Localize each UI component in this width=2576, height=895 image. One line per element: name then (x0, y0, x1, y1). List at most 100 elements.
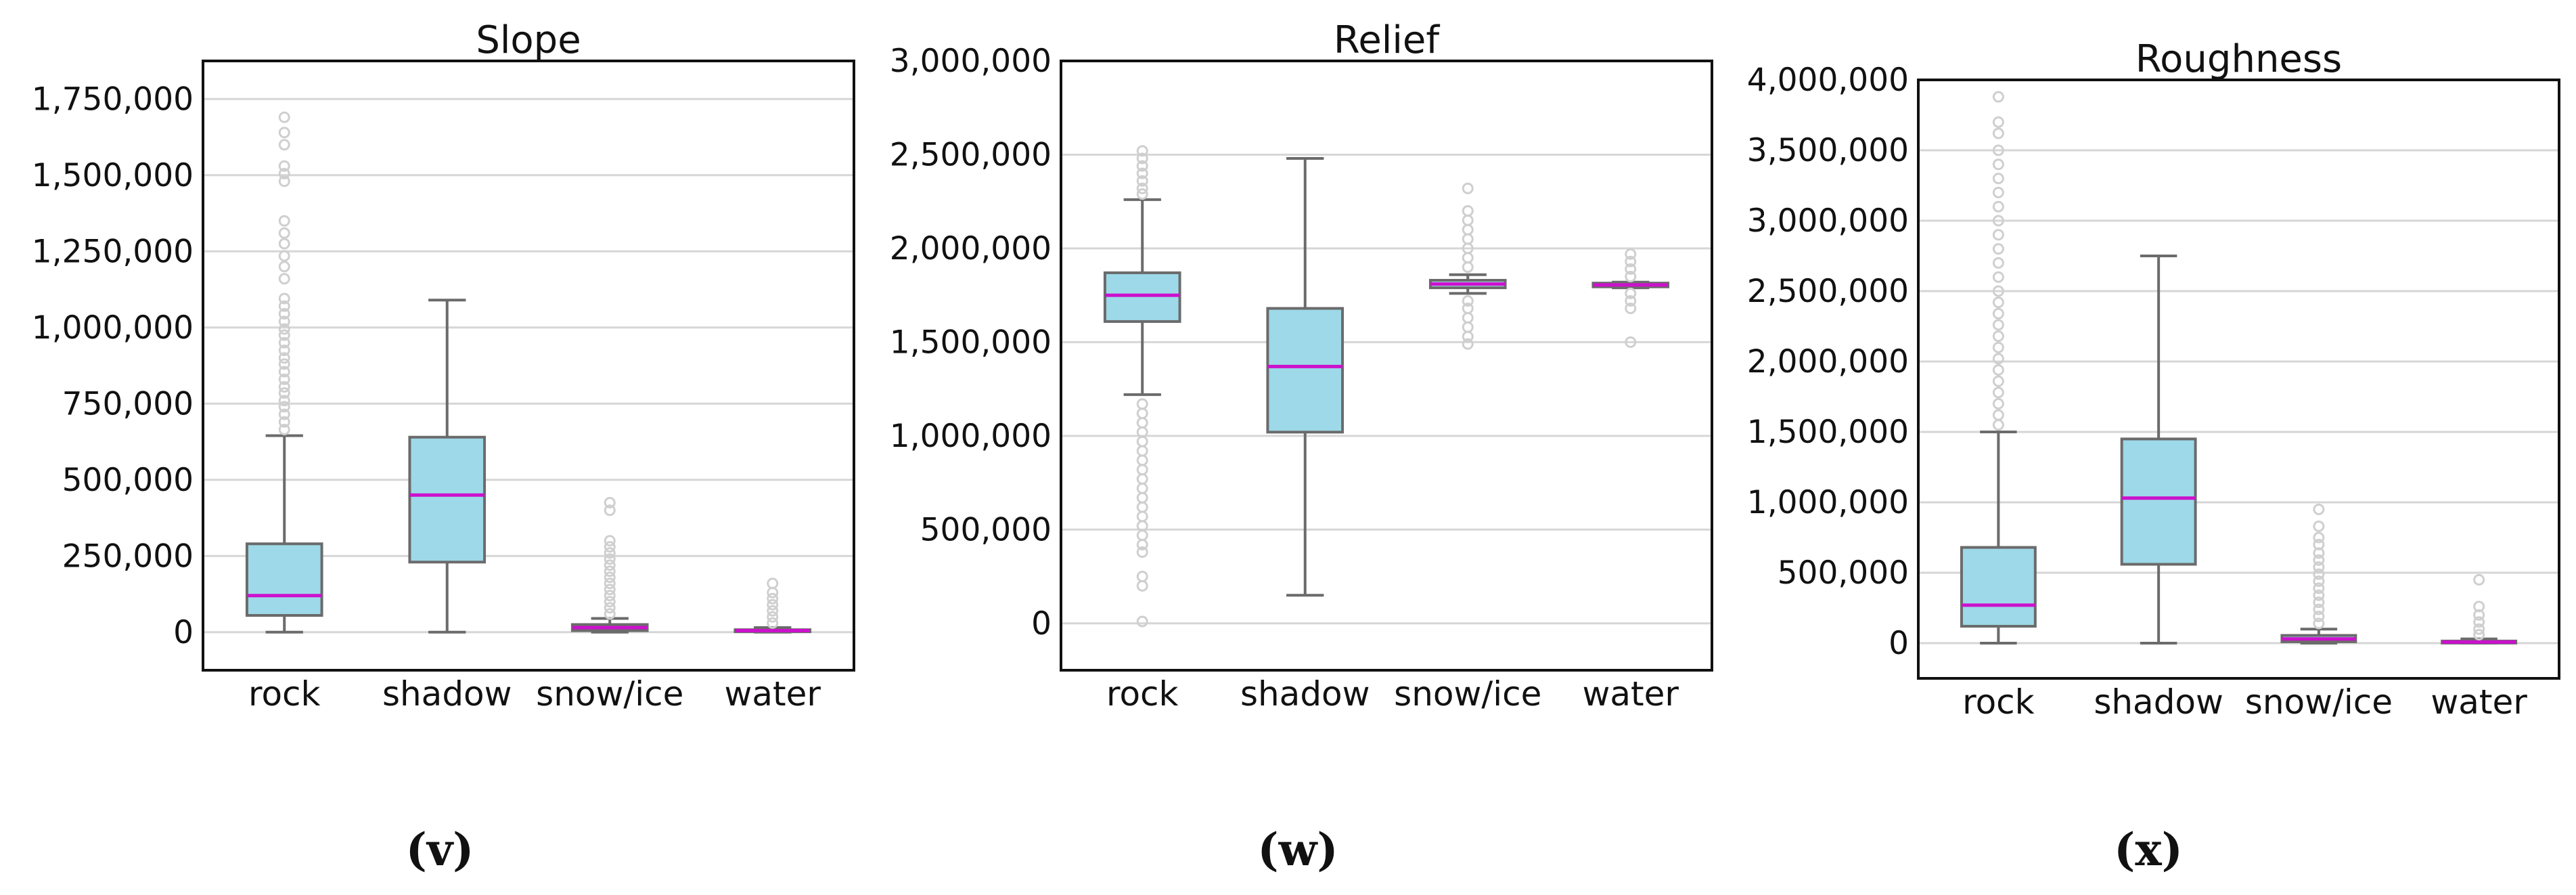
outlier-point (278, 336, 290, 349)
outlier-point (767, 592, 779, 605)
outlier-point (278, 273, 290, 285)
x-category-label: snow/ice (1394, 674, 1541, 714)
box-snow-ice (570, 497, 649, 634)
y-tick-label: 3,000,000 (890, 43, 1052, 80)
outlier-point (1136, 546, 1148, 559)
outlier-point (1462, 294, 1474, 307)
outlier-point (767, 605, 779, 617)
y-tick-label: 0 (173, 614, 194, 651)
box-rock (1103, 145, 1181, 628)
outlier-point (1625, 248, 1637, 260)
plot-frame (1060, 60, 1713, 672)
outlier-point (1462, 214, 1474, 226)
outlier-point (1992, 173, 2004, 185)
outlier-point (767, 617, 779, 629)
outlier-point (2313, 596, 2325, 609)
outlier-point (1136, 473, 1148, 485)
outlier-point (1992, 387, 2004, 399)
y-tick-label: 1,500,000 (1747, 414, 1909, 451)
outlier-point (278, 358, 290, 370)
box-shadow (408, 299, 487, 634)
x-category-label: snow/ice (536, 674, 683, 714)
box-snow-ice (1428, 182, 1507, 350)
y-tick-label: 1,500,000 (890, 324, 1052, 361)
outlier-point (2313, 547, 2325, 559)
outlier-point (1625, 303, 1637, 315)
outlier-point (2473, 629, 2485, 641)
outlier-point (2473, 609, 2485, 621)
chart-panel-1: 0 500,000 1,000,000 1,500,000 2,000,000 2,500… (890, 18, 1713, 876)
box-water (2441, 573, 2518, 645)
outlier-point (278, 127, 290, 139)
outlier-point (1462, 233, 1474, 245)
outlier-point (1992, 243, 2004, 255)
chart-title: Relief (1334, 18, 1440, 62)
outlier-point (2313, 554, 2325, 566)
iqr-box (1266, 307, 1345, 434)
outlier-point (767, 598, 779, 611)
chart-title: Roughness (2136, 37, 2342, 81)
outlier-point (1462, 182, 1474, 194)
box-rock (245, 111, 323, 634)
outlier-point (1136, 398, 1148, 410)
outlier-point (1625, 294, 1637, 307)
x-category-label: snow/ice (2245, 682, 2393, 722)
y-tick-label: 1,000,000 (32, 309, 194, 347)
outlier-point (1992, 353, 2004, 365)
outlier-point (1992, 116, 2004, 128)
outlier-point (1625, 255, 1637, 267)
outlier-point (604, 535, 616, 547)
outlier-point (604, 596, 616, 608)
chart-panel-2: 0 500,000 1,000,000 1,500,000 2,000,000 2,500… (1747, 37, 2560, 876)
outlier-point (604, 577, 616, 590)
x-category-label: water (2431, 682, 2527, 722)
outlier-point (1992, 158, 2004, 171)
outlier-point (2313, 610, 2325, 622)
outlier-point (278, 160, 290, 172)
outlier-point (1462, 223, 1474, 236)
outlier-point (1136, 175, 1148, 187)
outlier-point (1992, 200, 2004, 213)
outlier-point (2313, 503, 2325, 515)
outlier-point (767, 611, 779, 623)
outlier-point (1992, 364, 2004, 376)
outlier-point (1136, 188, 1148, 200)
outlier-point (1136, 167, 1148, 179)
y-tick-label: 2,500,000 (1747, 273, 1909, 310)
outlier-point (1992, 419, 2004, 431)
outlier-point (604, 553, 616, 565)
box-rock (1960, 91, 2037, 645)
x-category-label: water (1583, 674, 1679, 714)
y-tick-label: 500,000 (1778, 554, 1909, 592)
iqr-box (408, 435, 487, 564)
outlier-point (1136, 615, 1148, 628)
outlier-point (1136, 145, 1148, 157)
outlier-point (604, 565, 616, 577)
outlier-point (1462, 261, 1474, 274)
outlier-point (2313, 561, 2325, 573)
outlier-point (1462, 303, 1474, 315)
outlier-point (278, 329, 290, 341)
outlier-point (278, 381, 290, 393)
box-shadow (1266, 157, 1345, 597)
outlier-point (604, 602, 616, 614)
outlier-point (2313, 520, 2325, 532)
outlier-point (278, 408, 290, 420)
panel-label: (x) (2114, 823, 2183, 876)
outlier-point (2313, 575, 2325, 587)
outlier-point (1136, 445, 1148, 457)
outlier-point (1992, 297, 2004, 309)
outlier-point (2313, 538, 2325, 550)
outlier-point (2473, 616, 2485, 628)
outlier-point (2313, 531, 2325, 544)
iqr-box (2120, 437, 2197, 566)
outlier-point (1462, 311, 1474, 324)
outlier-point (278, 308, 290, 320)
outlier-point (1462, 205, 1474, 217)
outlier-point (1992, 330, 2004, 343)
outlier-point (1136, 152, 1148, 165)
x-category-label: shadow (1240, 674, 1370, 714)
y-tick-label: 750,000 (62, 385, 194, 422)
outlier-point (1136, 464, 1148, 476)
outlier-point (1992, 341, 2004, 353)
